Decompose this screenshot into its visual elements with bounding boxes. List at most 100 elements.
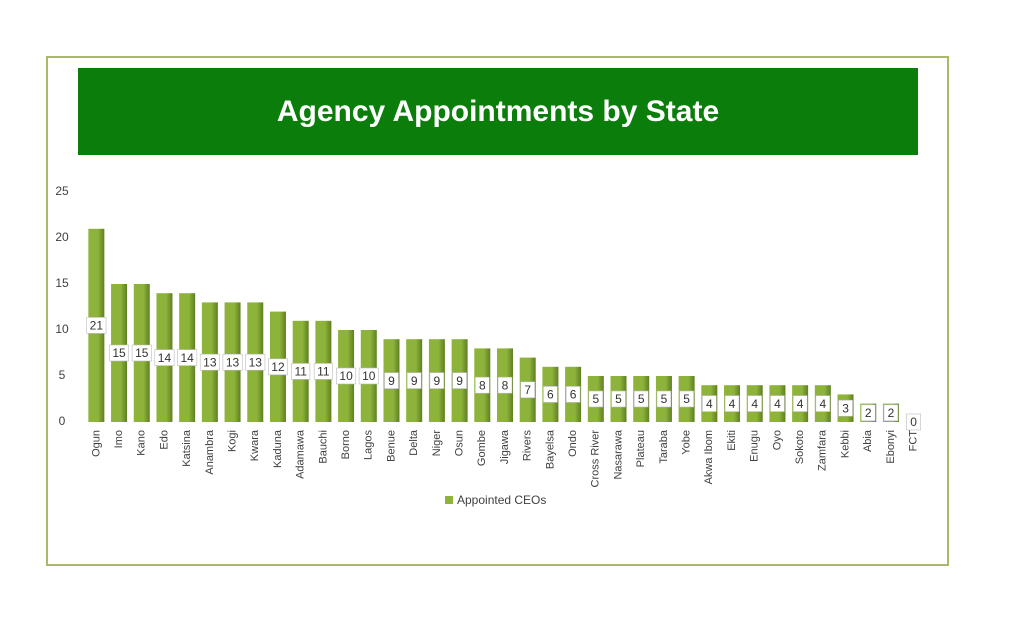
data-label: 3: [842, 401, 849, 415]
y-tick-label: 0: [59, 414, 66, 428]
legend-swatch: [445, 496, 453, 504]
x-tick-label: Kebbi: [839, 430, 851, 458]
data-label-box: [611, 390, 626, 408]
x-tick-label: Sokoto: [794, 430, 806, 464]
data-label-box: [724, 395, 740, 412]
data-label-box: [336, 367, 357, 385]
y-tick-label: 15: [55, 276, 69, 290]
data-label: 0: [910, 415, 917, 429]
x-tick-label: Borno: [340, 430, 352, 459]
x-tick-label: Ekiti: [726, 430, 738, 451]
x-tick-label: Osun: [454, 430, 466, 456]
data-label: 4: [819, 397, 826, 411]
x-tick-label: Edo: [158, 430, 170, 450]
data-label: 5: [592, 392, 599, 406]
x-tick-label: Delta: [408, 429, 420, 456]
x-tick-label: Kano: [136, 430, 148, 456]
data-label-box: [860, 404, 876, 422]
x-tick-label: Akwa Ibom: [703, 430, 715, 484]
x-tick-label: Benue: [385, 430, 397, 462]
data-label: 12: [271, 360, 285, 374]
data-label-box: [815, 395, 831, 412]
data-label-box: [358, 367, 379, 385]
data-label: 4: [774, 397, 781, 411]
x-tick-label: Rivers: [522, 430, 534, 462]
data-label-box: [313, 363, 333, 380]
data-label-box: [222, 353, 243, 371]
data-label-box: [109, 344, 130, 362]
data-label: 9: [456, 374, 463, 388]
data-label-box: [565, 386, 581, 403]
x-tick-label: Jigawa: [499, 429, 511, 464]
data-label-box: [497, 376, 513, 394]
data-label-box: [838, 399, 853, 417]
chart-title: Agency Appointments by State: [277, 95, 719, 128]
x-tick-label: Kogi: [226, 430, 238, 452]
x-tick-label: Ogun: [90, 430, 102, 457]
data-label: 5: [683, 392, 690, 406]
data-label: 8: [502, 378, 509, 392]
x-tick-label: Taraba: [658, 429, 670, 464]
x-tick-label: FCT: [908, 430, 920, 452]
x-tick-label: Gombe: [476, 430, 488, 466]
data-label: 4: [751, 397, 758, 411]
x-tick-label: Katsina: [181, 429, 193, 467]
data-label: 2: [865, 406, 872, 420]
data-label-box: [245, 353, 266, 371]
x-tick-label: Ondo: [567, 430, 579, 457]
x-tick-label: Adamawa: [295, 429, 307, 479]
data-label: 15: [112, 346, 126, 360]
x-tick-label: Yobe: [681, 430, 693, 455]
data-label: 10: [339, 369, 353, 383]
x-tick-label: Abia: [862, 429, 874, 452]
y-tick-label: 20: [55, 230, 69, 244]
data-label: 4: [729, 397, 736, 411]
x-tick-label: Kwara: [249, 429, 261, 461]
x-tick-label: Niger: [431, 430, 443, 457]
x-tick-label: Cross River: [590, 430, 602, 488]
x-tick-label: Bauchi: [317, 430, 329, 464]
x-tick-label: Plateau: [635, 430, 647, 467]
y-tick-label: 25: [55, 184, 69, 198]
data-label-box: [429, 372, 445, 389]
data-label-box: [656, 390, 672, 408]
data-label: 6: [570, 388, 577, 402]
data-label: 8: [479, 378, 486, 392]
data-label-box: [291, 363, 311, 380]
data-label-box: [86, 317, 107, 334]
data-label: 14: [180, 351, 194, 365]
x-tick-label: Zamfara: [817, 429, 829, 471]
data-label: 13: [226, 355, 240, 369]
data-label: 7: [524, 383, 531, 397]
data-label-box: [792, 395, 808, 412]
data-label: 9: [434, 374, 441, 388]
data-label-box: [177, 349, 198, 366]
data-label: 11: [317, 365, 330, 379]
data-label-box: [384, 372, 399, 389]
data-label-box: [520, 381, 536, 399]
data-label-box: [747, 395, 763, 412]
data-label-box: [154, 349, 175, 366]
data-label: 11: [294, 365, 307, 379]
x-tick-label: Imo: [113, 430, 125, 448]
data-label: 6: [547, 388, 554, 402]
data-label-box: [633, 390, 649, 408]
data-label: 13: [203, 355, 217, 369]
data-label-box: [679, 390, 694, 408]
data-label-box: [199, 353, 220, 371]
x-tick-label: Lagos: [363, 430, 375, 460]
legend-label: Appointed CEOs: [457, 493, 546, 507]
x-tick-label: Oyo: [771, 430, 783, 450]
data-label: 2: [888, 406, 895, 420]
data-label: 9: [411, 374, 418, 388]
data-label-box: [588, 390, 604, 408]
data-label-box: [883, 404, 899, 422]
data-label: 4: [706, 397, 713, 411]
x-tick-label: Kaduna: [272, 429, 284, 468]
data-label: 21: [90, 319, 104, 333]
data-label-box: [452, 372, 467, 389]
x-tick-label: Ebonyi: [885, 430, 897, 464]
data-label: 9: [388, 374, 395, 388]
